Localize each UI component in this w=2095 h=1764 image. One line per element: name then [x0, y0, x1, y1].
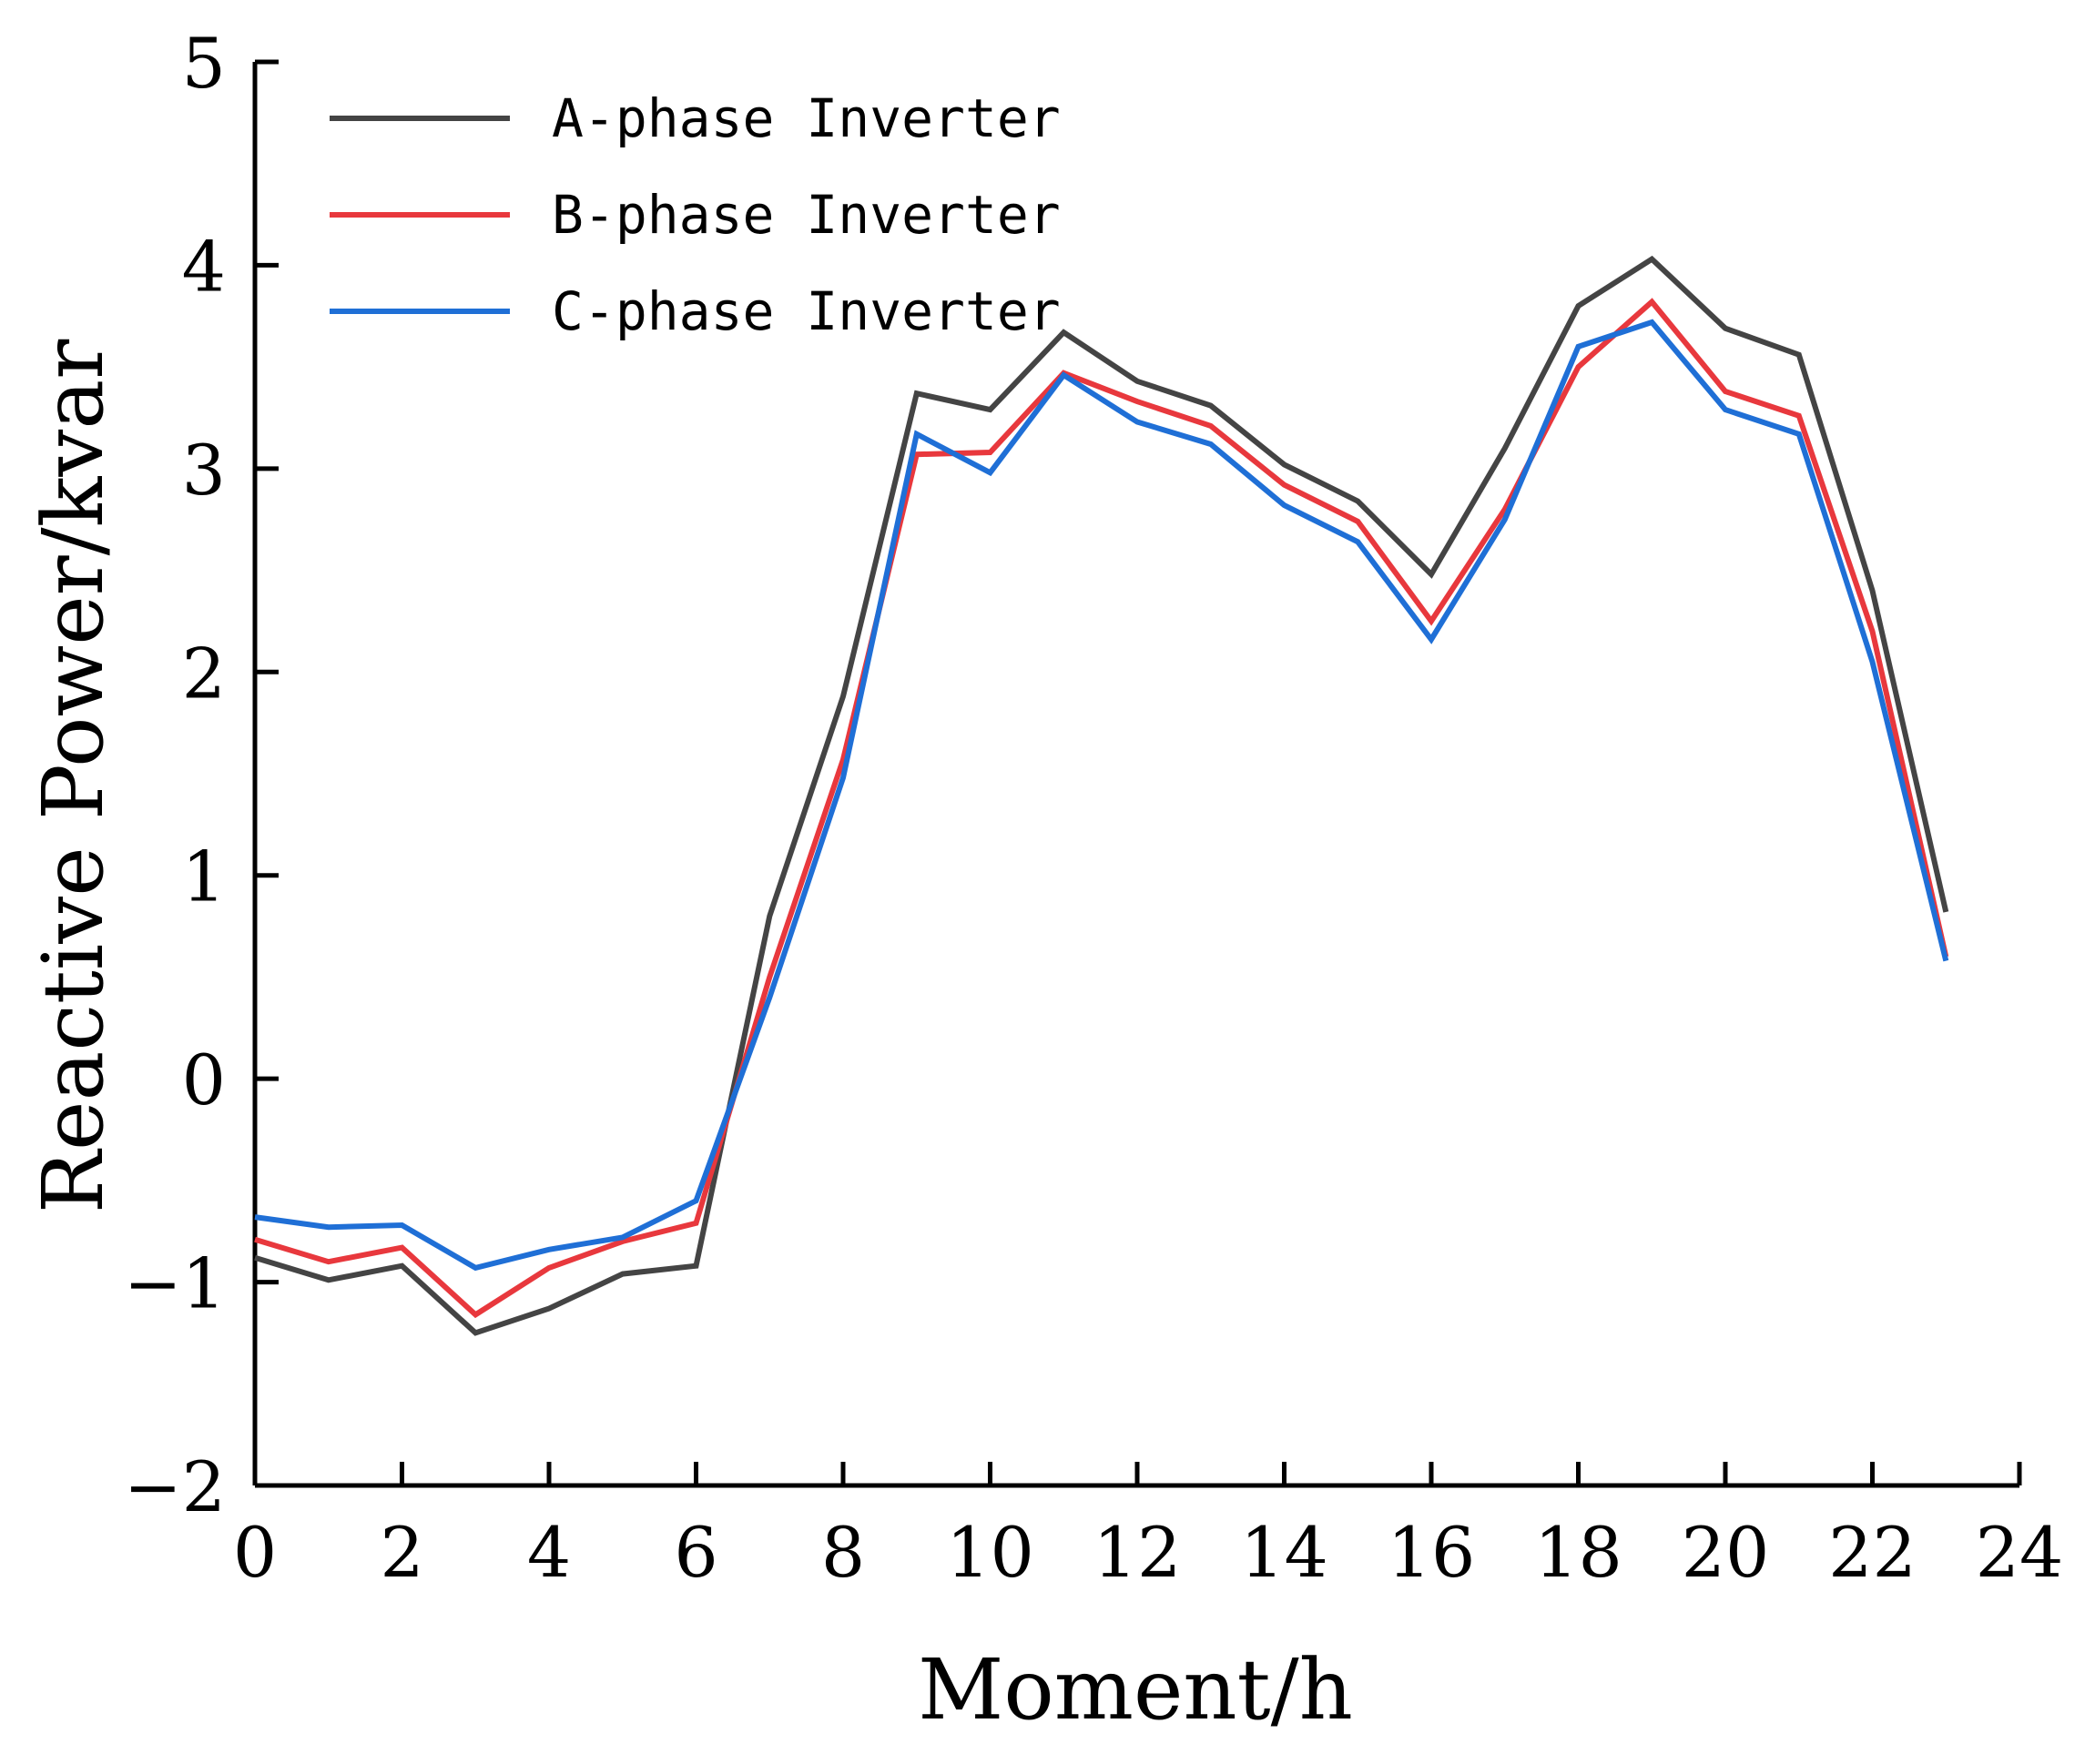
legend-label: B-phase Inverter: [552, 184, 1061, 246]
x-tick-label: 14: [1240, 1512, 1328, 1593]
x-tick-label: 16: [1388, 1512, 1476, 1593]
x-tick-label: 8: [821, 1512, 865, 1593]
x-tick-label: 12: [1093, 1512, 1182, 1593]
legend-label: C-phase Inverter: [552, 280, 1061, 342]
series-line-a-phase: [254, 255, 1949, 1336]
y-tick-label: −2: [124, 1446, 226, 1527]
y-axis-title: Reactive Power/kvar: [25, 340, 122, 1213]
x-axis-title: Moment/h: [918, 1641, 1353, 1739]
x-tick-label: 2: [380, 1512, 423, 1593]
x-tick-label: 4: [527, 1512, 571, 1593]
y-tick-label: 1: [182, 836, 226, 917]
series-line-b-phase: [254, 298, 1949, 1319]
y-tick-label: 4: [182, 226, 226, 307]
legend: A-phase Inverter B-phase Inverter C-phase …: [330, 87, 1061, 342]
legend-label: A-phase Inverter: [552, 87, 1061, 149]
y-tick-label: 5: [182, 23, 226, 104]
series-lines: [254, 255, 1949, 1336]
x-tick-label: 6: [674, 1512, 717, 1593]
x-tick-label: 0: [233, 1512, 277, 1593]
series-line-c-phase: [254, 319, 1949, 1272]
y-tick-label: −1: [124, 1243, 226, 1324]
x-tick-label: 24: [1976, 1512, 2064, 1593]
y-tick-label: 0: [182, 1039, 226, 1120]
y-tick-label: 2: [182, 633, 226, 714]
y-tick-label: 3: [182, 430, 226, 511]
x-tick-label: 10: [946, 1512, 1034, 1593]
x-tick-label: 18: [1534, 1512, 1622, 1593]
x-tick-label: 22: [1828, 1512, 1917, 1593]
axes: [252, 62, 2019, 1488]
x-tick-label: 20: [1682, 1512, 1770, 1593]
